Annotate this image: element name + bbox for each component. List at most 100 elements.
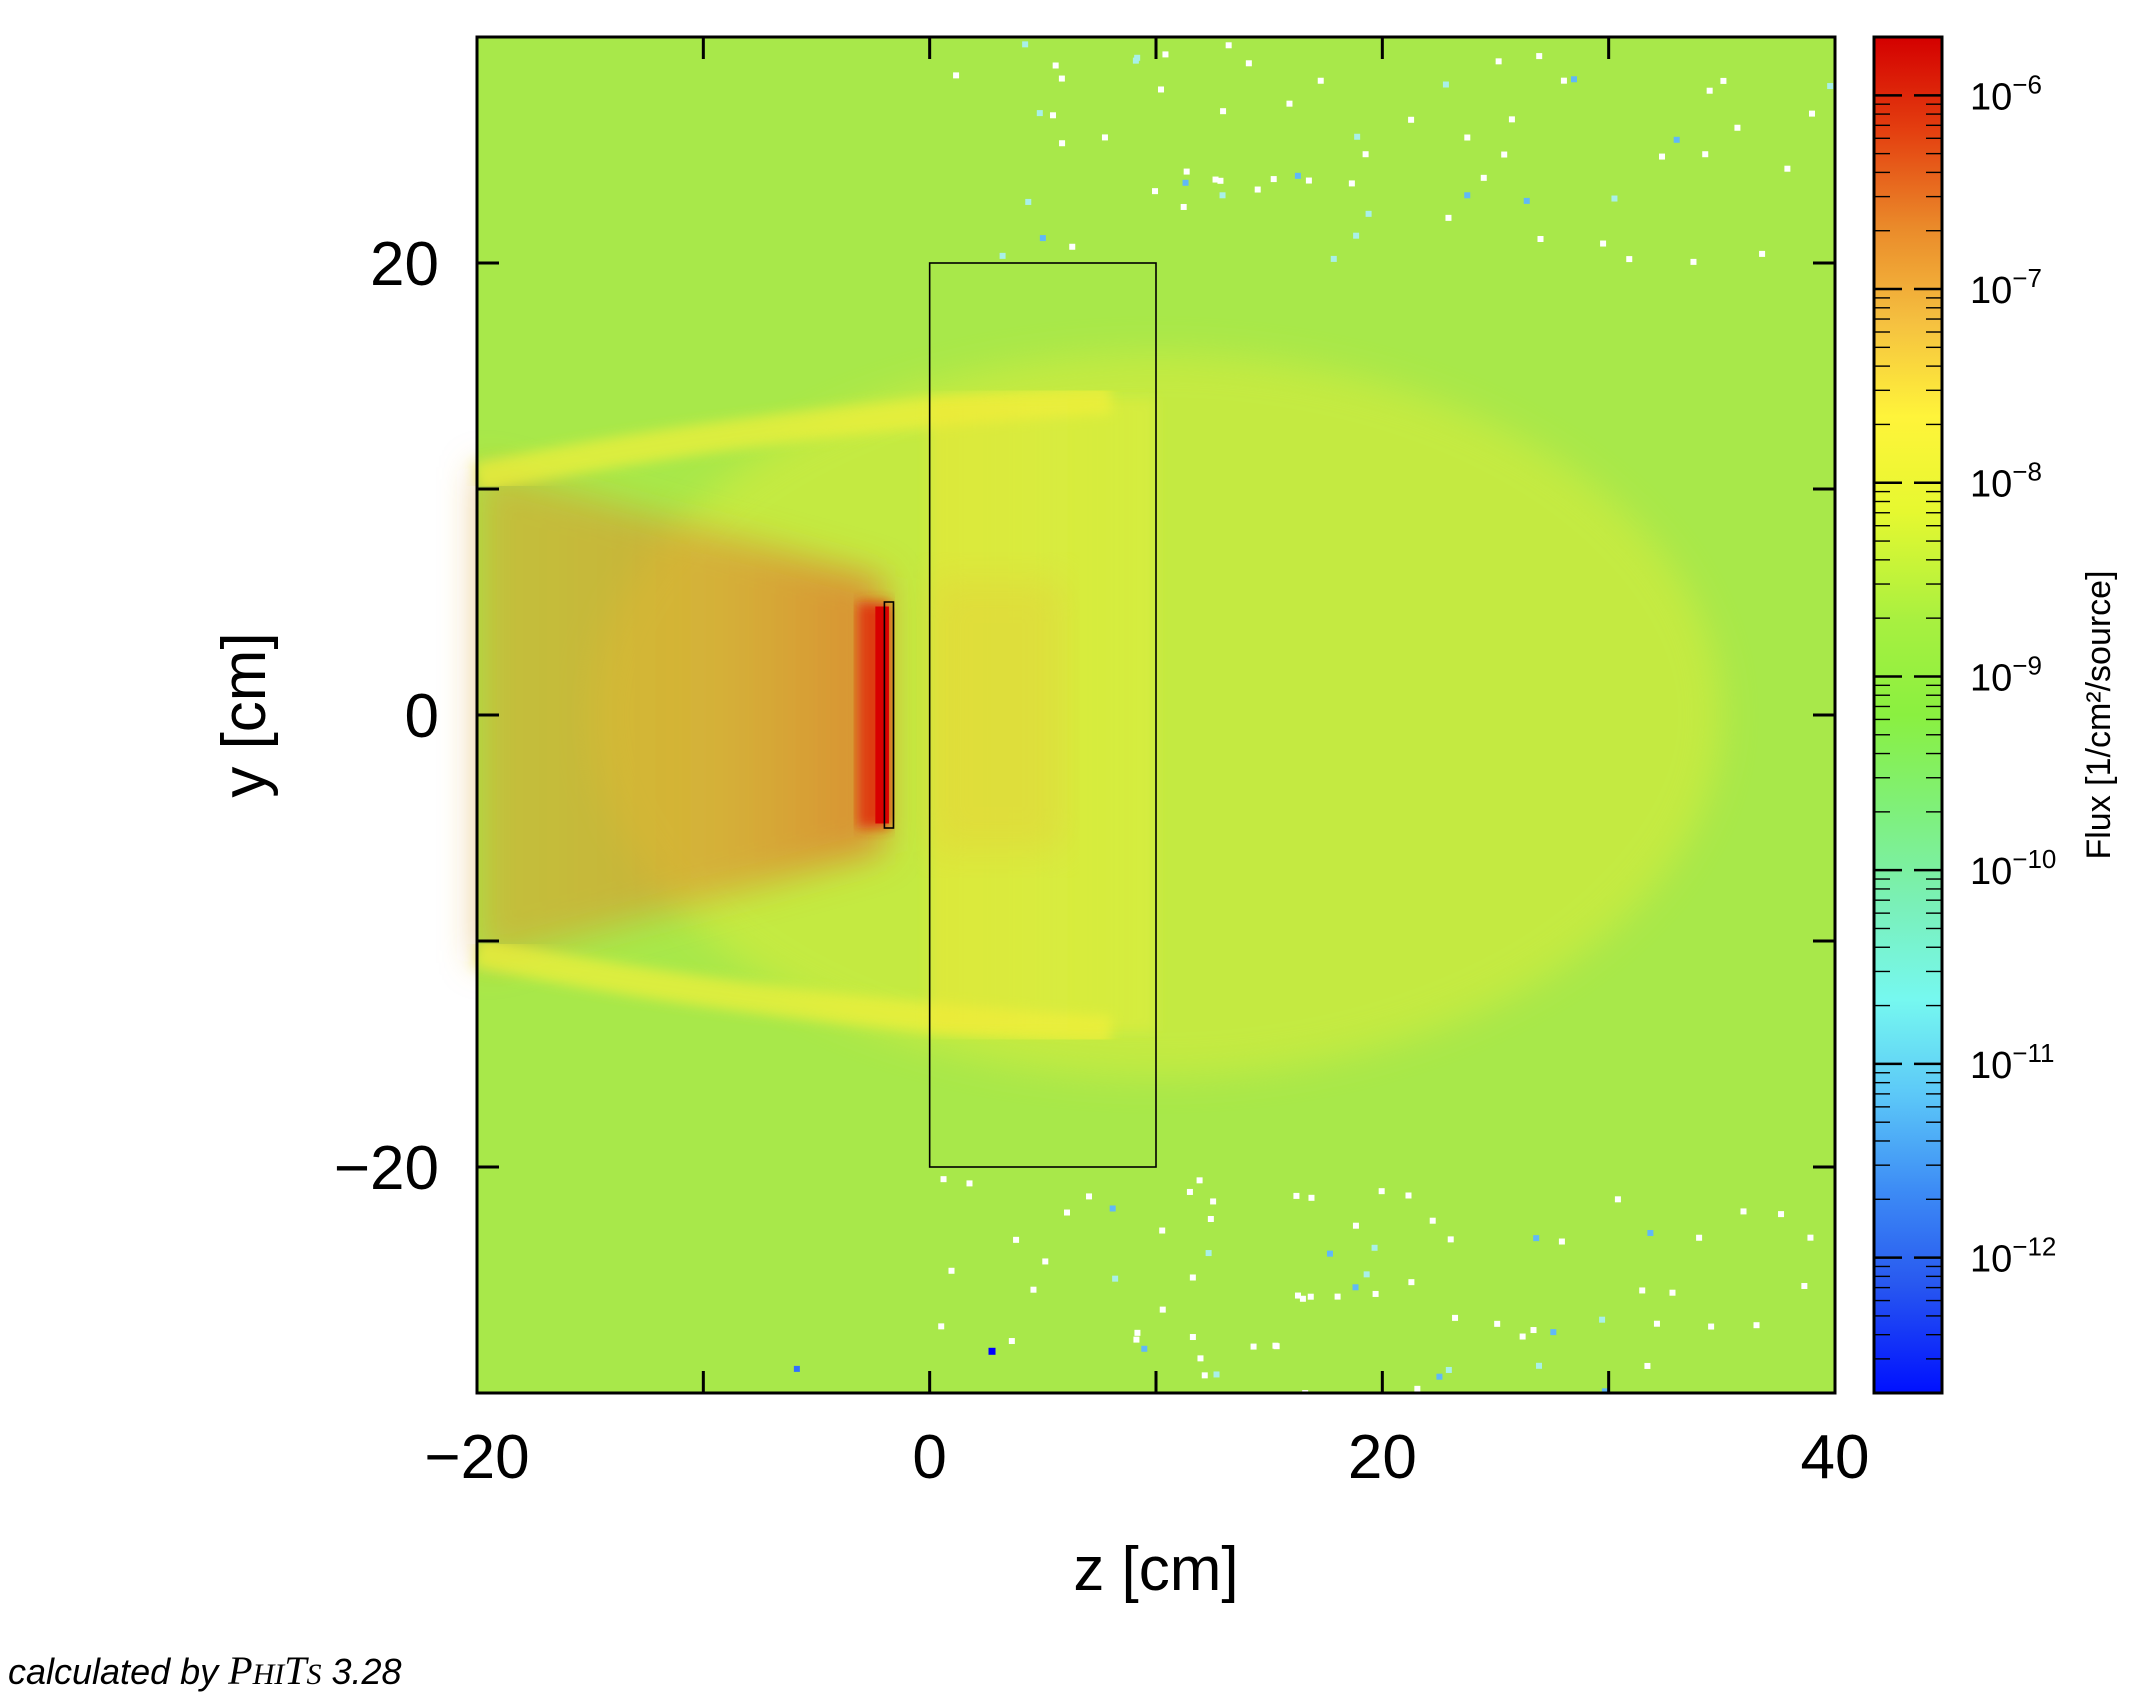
noise-pixel — [1330, 255, 1337, 262]
credit-line: calculated by PHITS 3.28 — [8, 1648, 402, 1693]
noise-pixel — [1480, 174, 1487, 181]
noise-pixel — [1644, 1362, 1651, 1369]
noise-pixel — [1186, 1188, 1193, 1195]
noise-pixel — [1225, 42, 1232, 49]
noise-pixel — [1039, 235, 1046, 242]
noise-pixel — [1352, 1222, 1359, 1229]
colorbar-tick-label: 10−10 — [1970, 844, 2056, 893]
noise-pixel — [1442, 81, 1449, 88]
noise-pixel — [1501, 151, 1508, 158]
noise-pixel — [1196, 1177, 1203, 1184]
noise-pixel — [938, 1323, 945, 1330]
region-outline-2 — [883, 601, 895, 829]
noise-pixel — [1494, 1320, 1501, 1327]
noise-pixel — [1058, 75, 1065, 82]
noise-pixel — [1519, 1333, 1526, 1340]
noise-pixel — [1219, 192, 1226, 199]
noise-pixel — [1212, 176, 1219, 183]
x-axis-ticks — [701, 37, 1611, 1393]
noise-pixel — [1134, 1329, 1141, 1336]
noise-pixel — [1371, 1244, 1378, 1251]
noise-pixel — [1753, 1322, 1760, 1329]
colorbar-tick-label: 10−9 — [1970, 650, 2042, 699]
credit-brand-t: T — [284, 1648, 309, 1693]
colorbar-title: Flux [1/cm²/source] — [2080, 570, 2118, 859]
noise-pixel — [1213, 1371, 1220, 1378]
noise-pixel — [1429, 1217, 1436, 1224]
noise-pixel — [1408, 1279, 1415, 1286]
noise-pixel — [1052, 62, 1059, 69]
x-tick-label: 0 — [912, 1423, 946, 1492]
noise-pixel — [1201, 1372, 1208, 1379]
noise-pixel — [1353, 232, 1360, 239]
noise-pixel — [988, 1347, 996, 1355]
noise-pixel — [1305, 177, 1312, 184]
y-tick-label: −20 — [334, 1134, 439, 1203]
colorbar-tick-label: 10−11 — [1970, 1038, 2054, 1087]
noise-pixel — [1673, 136, 1680, 143]
noise-pixel — [1254, 186, 1261, 193]
noise-pixel — [1059, 140, 1066, 147]
colorbar-tick-label: 10−6 — [1970, 69, 2042, 118]
y-axis-ticks — [477, 261, 1835, 1169]
noise-pixel — [1049, 112, 1056, 119]
x-tick-label: 20 — [1348, 1423, 1417, 1492]
noise-pixel — [1653, 1320, 1660, 1327]
noise-pixel — [1141, 1345, 1148, 1352]
noise-pixel — [1647, 1229, 1654, 1236]
noise-pixel — [1784, 165, 1791, 172]
noise-pixel — [1294, 1292, 1301, 1299]
noise-pixel — [1112, 1275, 1119, 1282]
noise-pixel — [1405, 1192, 1412, 1199]
x-axis-title: z [cm] — [1073, 1535, 1238, 1604]
y-tick-label: 0 — [405, 682, 439, 751]
credit-brand-hi: HI — [252, 1658, 287, 1691]
noise-pixel — [1447, 1236, 1454, 1243]
noise-pixel — [1445, 1366, 1452, 1373]
colorbar: 10−6 10−7 10−8 10−9 10−10 10−11 10−12 Flux [1/… — [1872, 35, 2118, 1395]
flux-source-core — [875, 606, 889, 824]
colorbar-tick-labels: 10−6 10−7 10−8 10−9 10−10 10−11 10−12 — [1970, 69, 2056, 1280]
noise-pixel — [1042, 1258, 1049, 1265]
noise-pixel — [1734, 124, 1741, 131]
noise-pixel — [1210, 1198, 1217, 1205]
noise-pixel — [1720, 77, 1727, 84]
noise-pixel — [1570, 76, 1577, 83]
noise-pixel — [1159, 1227, 1166, 1234]
heatmap-plot-area — [473, 35, 1837, 1397]
x-tick-label: 40 — [1801, 1423, 1870, 1492]
y-axis-tick-labels: −20 0 20 — [334, 230, 439, 1203]
colorbar-frame — [1872, 35, 1944, 1395]
noise-pixel — [1308, 1194, 1315, 1201]
noise-pixel — [999, 252, 1006, 259]
noise-pixel — [966, 1180, 973, 1187]
credit-version: 3.28 — [321, 1651, 401, 1692]
noise-pixel — [1354, 133, 1361, 140]
noise-pixel — [1086, 1193, 1093, 1200]
noise-pixel — [1159, 1306, 1166, 1313]
colorbar-minor-ticks — [1874, 36, 1942, 1394]
noise-pixel — [1197, 1355, 1204, 1362]
noise-pixel — [1536, 1362, 1543, 1369]
noise-pixel — [1069, 243, 1076, 250]
noise-pixel — [1706, 87, 1713, 94]
noise-pixel — [1293, 1192, 1300, 1199]
credit-prefix: calculated by — [8, 1651, 228, 1692]
noise-pixel — [1626, 256, 1633, 263]
noise-pixel — [1013, 1236, 1020, 1243]
noise-pixel — [1464, 134, 1471, 141]
y-axis-title: y [cm] — [210, 632, 279, 797]
noise-pixel — [1134, 54, 1141, 61]
noise-pixel — [1436, 1373, 1443, 1380]
noise-pixel — [1217, 177, 1224, 184]
noise-pixel — [1180, 203, 1187, 210]
flux-backward-cone — [477, 466, 885, 964]
noise-pixel — [1807, 1234, 1814, 1241]
noise-pixel — [1270, 176, 1277, 183]
noise-pixel — [1808, 110, 1815, 117]
noise-pixel — [1317, 77, 1324, 84]
noise-pixel — [1205, 1250, 1212, 1257]
noise-pixel — [1614, 1196, 1621, 1203]
noise-pixel — [1182, 179, 1189, 186]
